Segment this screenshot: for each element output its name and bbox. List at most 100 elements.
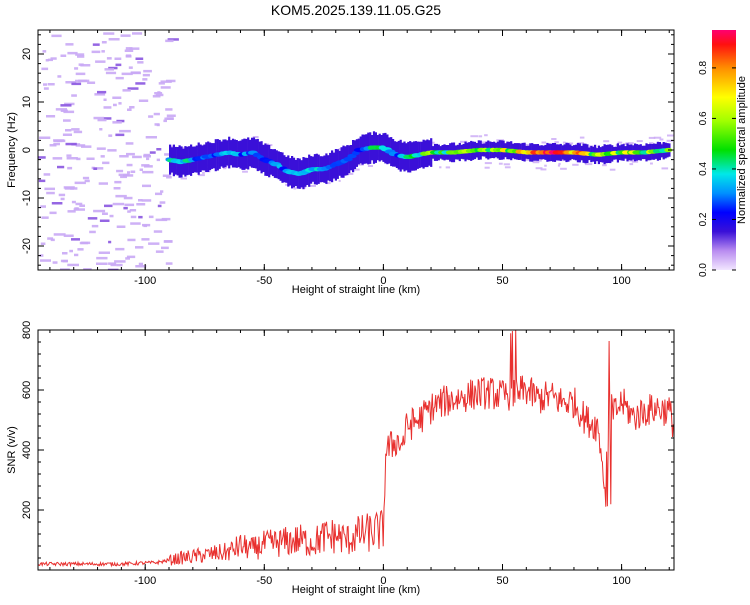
snr-frame — [37, 329, 675, 571]
noise-speckle — [94, 93, 106, 96]
noise-speckle — [165, 262, 173, 265]
noise-speckle — [103, 32, 115, 35]
noise-speckle — [166, 114, 176, 117]
colorbar-gradient — [712, 30, 736, 270]
noise-speckle — [125, 47, 133, 50]
noise-speckle — [118, 173, 130, 177]
noise-speckle — [107, 149, 117, 152]
noise-speckle — [163, 119, 167, 123]
ridge-haze — [649, 142, 654, 145]
ridge-haze — [603, 140, 610, 143]
noise-speckle — [132, 32, 143, 35]
ridge-haze — [357, 163, 364, 166]
noise-speckle — [93, 167, 98, 170]
noise-speckle — [77, 55, 85, 58]
noise-speckle — [130, 170, 136, 173]
noise-speckle — [154, 123, 160, 126]
noise-speckle — [159, 201, 166, 204]
noise-speckle — [71, 94, 77, 97]
noise-speckle — [103, 106, 112, 109]
noise-speckle — [138, 199, 143, 202]
noise-speckle — [82, 176, 90, 180]
ridge-haze — [293, 187, 297, 190]
noise-speckle — [125, 142, 134, 145]
x-tick-label: 50 — [496, 275, 508, 287]
noise-speckle — [120, 34, 131, 37]
noise-speckle — [75, 144, 86, 147]
noise-speckle — [135, 246, 144, 249]
noise-speckle — [41, 216, 49, 219]
noise-speckle — [92, 167, 104, 170]
noise-speckle — [126, 255, 136, 259]
noise-speckle — [156, 158, 160, 162]
ridge-haze — [562, 141, 566, 144]
ridge-haze — [202, 171, 205, 174]
noise-speckle — [124, 203, 135, 207]
noise-speckle — [53, 139, 65, 142]
snr-ylabel: SNR (v/v) — [6, 426, 18, 474]
noise-speckle — [160, 80, 172, 83]
ridge-haze — [617, 141, 623, 144]
noise-speckle — [83, 268, 92, 270]
colorbar-tick-label: 0.0 — [698, 263, 709, 277]
ridge-haze — [554, 141, 559, 144]
noise-speckle — [98, 182, 108, 185]
ridge-haze — [540, 168, 547, 171]
noise-speckle — [115, 76, 124, 80]
noise-speckle — [63, 119, 71, 122]
x-tick-label: 50 — [496, 575, 508, 587]
noise-speckle — [93, 116, 105, 120]
ridge-haze — [648, 136, 656, 139]
ridge-haze — [242, 170, 248, 173]
noise-speckle — [152, 95, 161, 98]
noise-speckle — [143, 69, 152, 73]
ridge-haze — [609, 168, 616, 171]
colorbar-label: Normalized spectral amplitude — [736, 76, 748, 224]
x-tick-label: 0 — [380, 275, 386, 287]
noise-speckle — [112, 96, 122, 99]
ridge-haze — [653, 136, 662, 139]
noise-speckle — [121, 72, 133, 76]
noise-speckle — [91, 166, 95, 170]
noise-speckle — [47, 237, 54, 240]
snr-line-layer — [38, 330, 674, 568]
noise-speckle — [97, 90, 107, 94]
noise-speckle — [43, 83, 48, 86]
snr-ticks: -100 -50 0 50 100 200 400 600 800 — [21, 321, 674, 587]
noise-speckle — [78, 79, 90, 83]
noise-speckle — [43, 87, 49, 90]
noise-speckle — [57, 165, 65, 169]
noise-speckle — [57, 75, 62, 78]
noise-speckle — [87, 217, 98, 220]
noise-speckle — [158, 82, 165, 85]
ridge-haze — [667, 134, 674, 137]
noise-speckle — [104, 68, 114, 71]
noise-speckle — [155, 218, 168, 222]
noise-speckle — [161, 246, 169, 250]
noise-speckle — [132, 155, 142, 159]
ridge-haze — [650, 162, 653, 165]
noise-speckle — [60, 197, 65, 201]
noise-speckle — [148, 115, 154, 118]
noise-speckle — [129, 209, 137, 212]
y-tick-label: 600 — [21, 381, 33, 399]
noise-speckle — [65, 81, 77, 84]
noise-speckle — [122, 89, 131, 92]
noise-speckle — [149, 151, 156, 154]
noise-speckle — [129, 106, 135, 109]
noise-speckle — [116, 119, 125, 123]
ridge-haze — [577, 142, 584, 145]
noise-speckle — [135, 265, 147, 268]
ridge-haze — [666, 139, 673, 142]
noise-speckle — [118, 102, 122, 105]
noise-speckle — [148, 242, 160, 245]
noise-speckle — [99, 219, 110, 222]
noise-speckle — [39, 136, 51, 139]
ridge-haze — [352, 168, 360, 171]
ridge-haze — [478, 135, 483, 138]
ridge-haze — [460, 140, 468, 143]
noise-speckle — [42, 50, 47, 53]
noise-speckle — [101, 50, 105, 53]
